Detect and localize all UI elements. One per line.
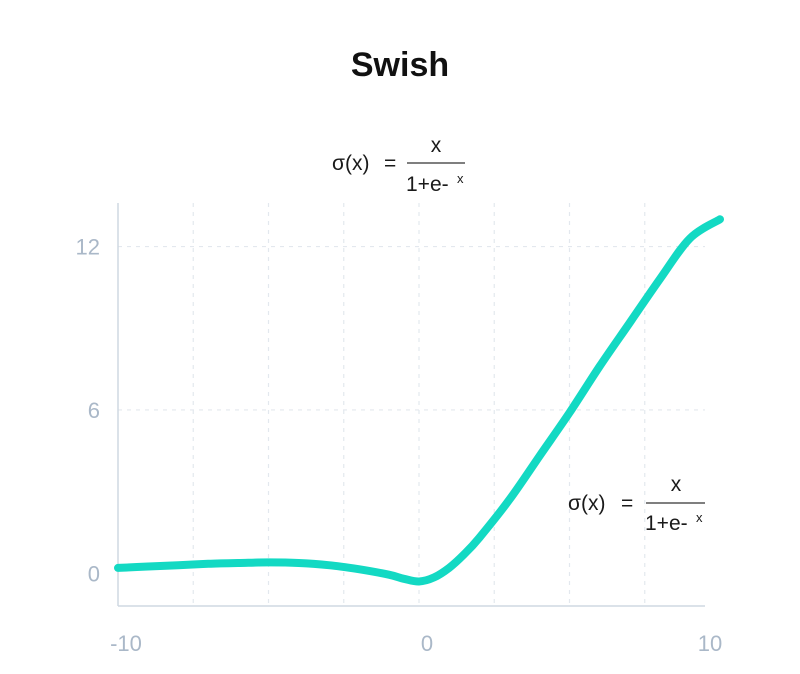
x-tick-label: 0 — [421, 631, 433, 656]
formula-inline: σ(x) = x 1+e- x — [568, 473, 705, 535]
formula-inline-lhs: σ(x) — [568, 492, 605, 515]
grid — [118, 203, 705, 606]
formula-inline-exponent: x — [696, 510, 703, 525]
formula-top-lhs: σ(x) — [332, 152, 369, 175]
formula-top-denominator: 1+e- — [406, 173, 449, 196]
formula-inline-denominator: 1+e- — [645, 512, 688, 535]
formula-top-exponent: x — [457, 171, 464, 186]
tick-labels: -10 0 10 0 6 12 — [76, 235, 723, 656]
swish-curve — [114, 215, 724, 586]
formula-top-eq: = — [384, 152, 396, 175]
formula-inline-eq: = — [621, 492, 633, 515]
y-tick-label: 6 — [88, 398, 100, 423]
chart-title: Swish — [351, 46, 449, 84]
series — [114, 215, 724, 586]
x-tick-label: 10 — [698, 631, 722, 656]
formula-inline-numerator: x — [671, 473, 682, 496]
x-tick-label: -10 — [110, 631, 142, 656]
y-tick-label: 0 — [88, 561, 100, 586]
axes — [117, 203, 705, 607]
formula-top-numerator: x — [431, 134, 442, 157]
formula-top: σ(x) = x 1+e- x — [332, 134, 465, 196]
y-tick-label: 12 — [76, 235, 100, 260]
